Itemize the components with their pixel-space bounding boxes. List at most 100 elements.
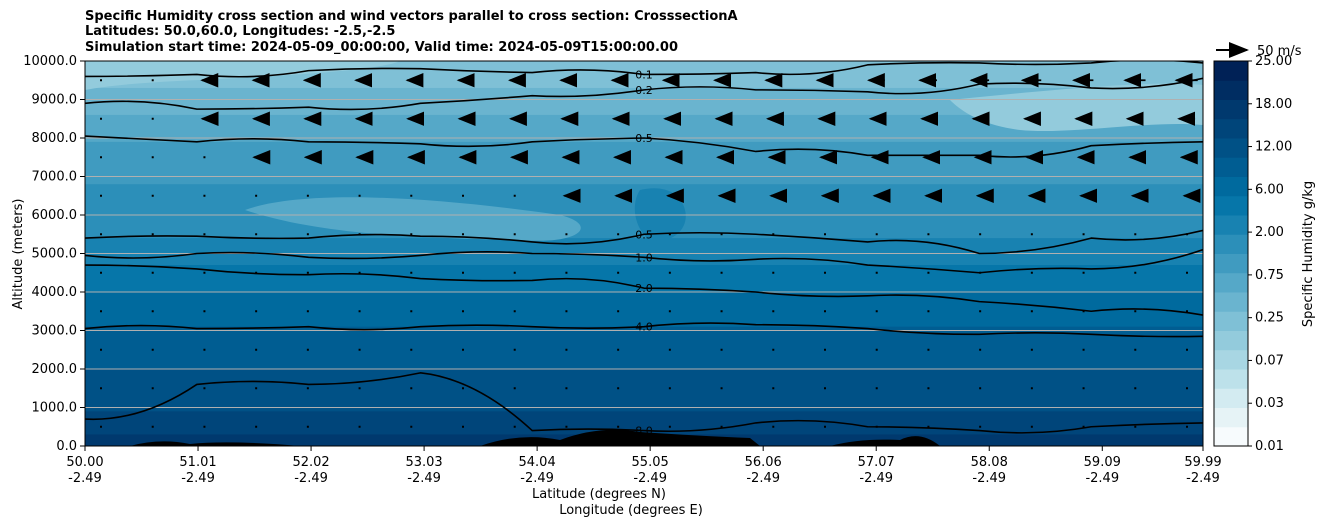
wind-vector-dot (720, 310, 723, 313)
colorbar-segment (1214, 253, 1248, 274)
colorbar-segment (1214, 157, 1248, 177)
y-tick-label: 6000.0 (32, 208, 78, 223)
wind-vector-dot (410, 348, 413, 351)
wind-vector-dot (203, 194, 206, 197)
wind-vector-dot (1134, 233, 1137, 236)
x-tick-label-lon: -2.49 (68, 471, 102, 486)
wind-vector-dot (772, 425, 775, 428)
wind-vector-dot (410, 425, 413, 428)
wind-vector-dot (1030, 233, 1033, 236)
wind-vector-dot (1082, 233, 1085, 236)
x-tick-label-lon: -2.49 (407, 471, 441, 486)
x-tick-label-lon: -2.49 (746, 471, 780, 486)
wind-vector-dot (203, 348, 206, 351)
colorbar-label: Specific Humidity g/kg (1301, 181, 1316, 327)
colorbar-tick-label: 0.07 (1255, 353, 1284, 368)
colorbar-tick-label: 2.00 (1255, 225, 1284, 240)
y-tick-label: 1000.0 (32, 401, 78, 416)
wind-vector-dot (306, 348, 309, 351)
wind-vector-dot (824, 271, 826, 274)
wind-vector-dot (1082, 425, 1085, 428)
wind-vector-dot (358, 348, 361, 351)
wind-vector-dot (617, 425, 620, 428)
wind-vector-dot (1186, 310, 1188, 313)
wind-vector-dot (513, 387, 516, 390)
colorbar-segment (1214, 61, 1248, 81)
wind-vector-dot (1134, 271, 1137, 274)
wind-vector-dot (151, 387, 154, 390)
wind-vector-dot (100, 233, 102, 236)
wind-vector-dot (824, 348, 826, 351)
wind-vector-dot (255, 233, 258, 236)
x-tick-label-lat: 57.07 (858, 455, 895, 470)
wind-vector-dot (513, 425, 516, 428)
wind-vector-dot (358, 271, 361, 274)
wind-vector-dot (513, 310, 516, 313)
x-tick-label-lat: 59.99 (1184, 455, 1221, 470)
wind-vector-dot (927, 425, 930, 428)
wind-vector-dot (151, 79, 154, 82)
wind-vector-dot (100, 348, 102, 351)
x-tick-label-lat: 50.00 (66, 455, 103, 470)
colorbar-segment (1214, 195, 1248, 216)
wind-vector-dot (255, 310, 258, 313)
terrain-surface (85, 429, 760, 446)
wind-vector-dot (462, 194, 464, 197)
colorbar-segment (1214, 99, 1248, 120)
wind-vector-dot (1030, 271, 1033, 274)
x-tick-label-lat: 56.06 (745, 455, 782, 470)
wind-vector-dot (255, 194, 258, 197)
wind-vector-dot (100, 387, 102, 390)
y-tick-label: 4000.0 (32, 285, 78, 300)
x-tick-label-lon: -2.49 (294, 471, 328, 486)
y-tick-label: 8000.0 (32, 131, 78, 146)
x-tick-label-lon: -2.49 (181, 471, 215, 486)
colorbar-tick-label: 12.00 (1255, 140, 1292, 155)
plot-area: 0.10.20.50.51.02.04.08.0 (85, 61, 1203, 446)
wind-vector-dot (772, 310, 775, 313)
wind-vector-dot (410, 271, 413, 274)
colorbar-segment (1214, 118, 1248, 139)
chart-title-line-1: Specific Humidity cross section and wind… (85, 9, 738, 24)
y-tick-label: 10000.0 (23, 54, 77, 69)
wind-vector-dot (100, 310, 102, 313)
wind-vector-dot (979, 425, 982, 428)
colorbar-tick-label: 0.75 (1255, 268, 1284, 283)
wind-vector-dot (565, 348, 568, 351)
wind-vector-dot (306, 271, 309, 274)
colorbar-segment (1214, 234, 1248, 254)
contour-label: 0.2 (635, 84, 653, 97)
wind-vector-dot (100, 271, 102, 274)
wind-vector-dot (255, 348, 258, 351)
colorbar-segment (1214, 311, 1248, 331)
wind-vector-dot (306, 310, 309, 313)
wind-vector-dot (358, 233, 361, 236)
colorbar-segment (1214, 330, 1248, 351)
wind-vector-dot (151, 233, 154, 236)
contour-label: 1.0 (635, 251, 653, 264)
wind-vector-dot (875, 310, 878, 313)
humidity-patch (245, 197, 581, 241)
wind-vector-dot (565, 271, 568, 274)
wind-vector-dot (255, 387, 258, 390)
wind-vector-dot (1186, 387, 1188, 390)
wind-vector-dot (100, 425, 102, 428)
colorbar-tick-label: 25.00 (1255, 54, 1292, 69)
wind-vector-dot (1082, 348, 1085, 351)
humidity-patch (85, 61, 400, 90)
contour-label: 4.0 (635, 321, 653, 334)
wind-vector-dot (151, 117, 154, 120)
wind-vector-dot (875, 271, 878, 274)
wind-vector-dot (410, 233, 413, 236)
wind-vector-dot (462, 348, 464, 351)
colorbar-tick-label: 0.01 (1255, 439, 1284, 454)
colorbar-frame (1213, 60, 1249, 447)
wind-vector-dot (513, 348, 516, 351)
wind-vector-dot (720, 387, 723, 390)
x-tick-label-lon: -2.49 (859, 471, 893, 486)
wind-vector-dot (668, 310, 671, 313)
colorbar-segment (1214, 407, 1248, 428)
wind-vector-dot (306, 425, 309, 428)
y-tick-label: 7000.0 (32, 170, 78, 185)
wind-vector-dot (875, 387, 878, 390)
